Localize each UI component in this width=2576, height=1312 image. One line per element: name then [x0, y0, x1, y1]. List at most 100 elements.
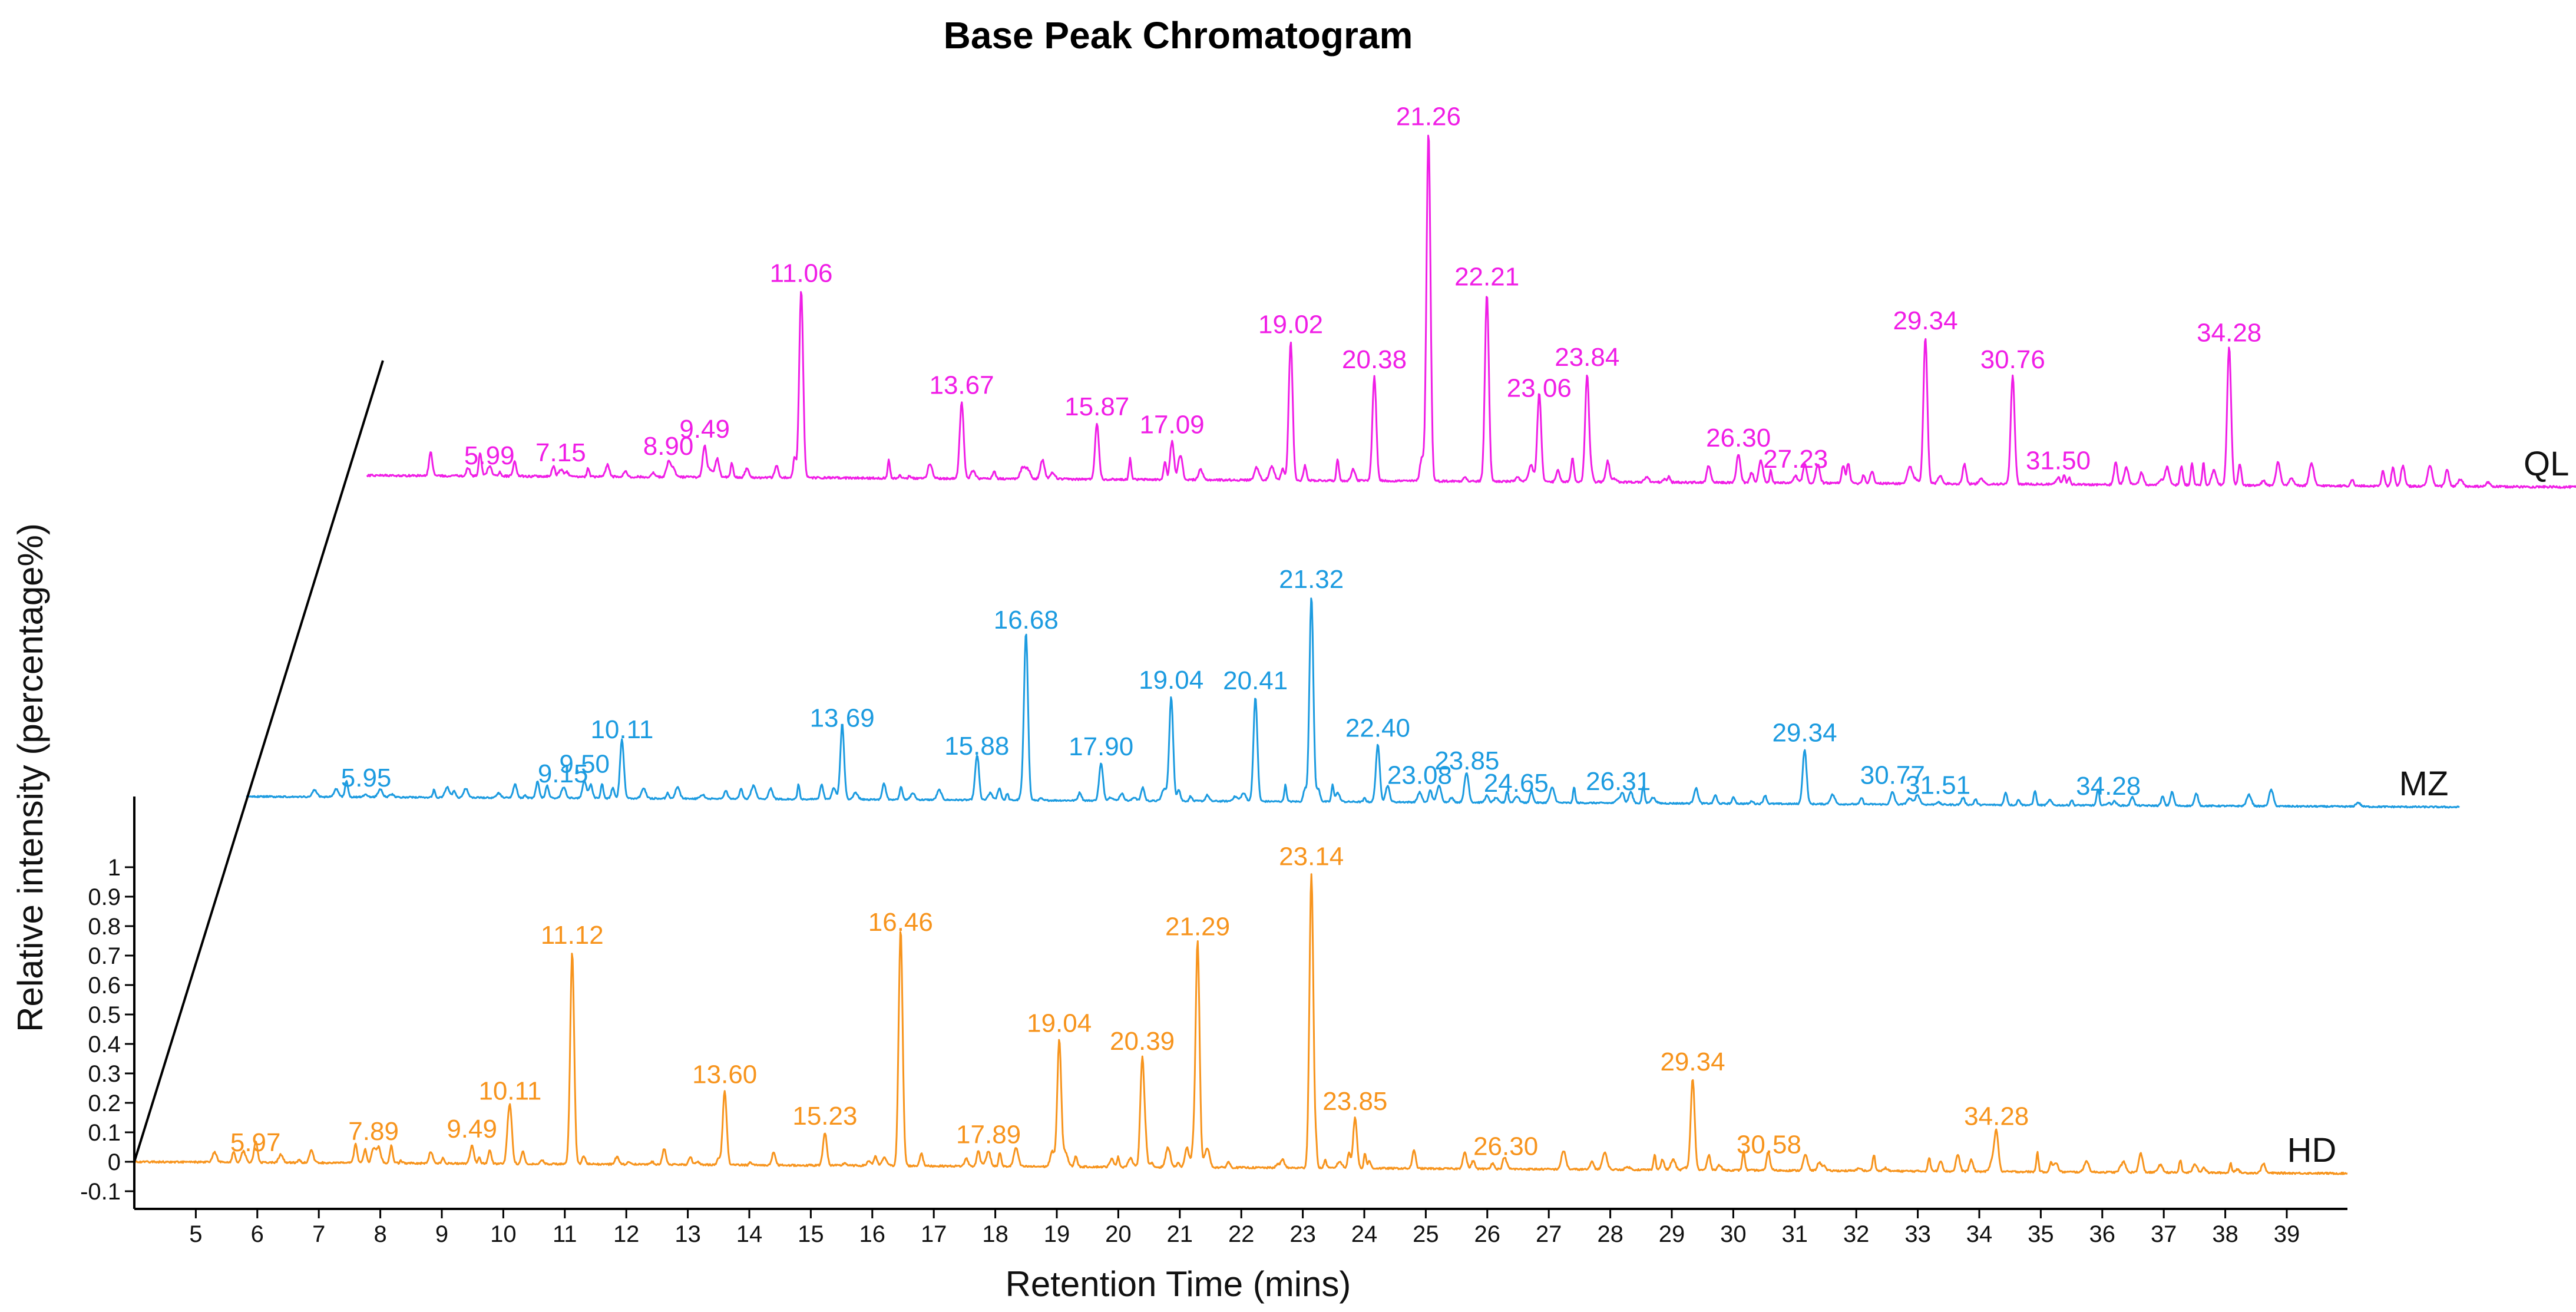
peak-label: 19.04: [1139, 666, 1203, 695]
peak-label: 17.89: [956, 1121, 1021, 1149]
peak-label: 13.69: [810, 704, 875, 733]
peak-label: 15.23: [792, 1102, 857, 1131]
x-tick-label: 28: [1597, 1221, 1623, 1247]
peak-label: 9.15: [538, 759, 588, 788]
y-axis-label: Relative intensity (percentage%): [11, 523, 50, 1032]
peak-label: 21.29: [1165, 913, 1230, 941]
x-tick-label: 24: [1351, 1221, 1378, 1247]
trace-hd: [133, 873, 2348, 1175]
x-tick-label: 19: [1044, 1221, 1070, 1247]
peak-label: 19.04: [1027, 1009, 1092, 1037]
series-names: HD MZ QL: [2287, 445, 2570, 1169]
peak-label: 9.49: [447, 1115, 497, 1144]
x-tick-label: 38: [2212, 1221, 2238, 1247]
peak-label: 31.51: [1906, 771, 1970, 800]
y-tick-label: 1: [108, 855, 121, 881]
peak-label: 19.02: [1258, 310, 1323, 339]
peak-label: 27.23: [1763, 445, 1828, 474]
peak-labels: 5.97 7.89 9.49 10.11 11.12 13.60 15.23 16.46 17.…: [230, 102, 2261, 1161]
x-tick-label: 39: [2274, 1221, 2300, 1247]
x-tick-label: 6: [251, 1221, 264, 1247]
y-tick-label: 0.2: [88, 1090, 121, 1116]
x-tick-label: 30: [1720, 1221, 1747, 1247]
x-tick-label: 36: [2089, 1221, 2116, 1247]
peak-label: 15.88: [944, 732, 1009, 761]
x-tick-label: 11: [553, 1221, 577, 1247]
peak-label: 5.97: [230, 1128, 281, 1157]
peak-label: 22.21: [1454, 262, 1519, 291]
x-tick-label: 14: [736, 1221, 763, 1247]
peak-label: 9.49: [679, 415, 730, 444]
y-tick-label: 0: [108, 1149, 121, 1175]
peak-label: 20.39: [1110, 1027, 1175, 1056]
y-tick-label: 0.5: [88, 1002, 121, 1028]
x-tick-label: 10: [490, 1221, 517, 1247]
peak-label: 30.77: [1860, 761, 1925, 789]
peak-label: 13.67: [929, 371, 994, 400]
peak-label: 24.65: [1484, 769, 1549, 798]
x-tick-label: 15: [798, 1221, 824, 1247]
series-name-ql: QL: [2524, 445, 2569, 483]
peak-label: 23.85: [1322, 1087, 1387, 1116]
series-name-hd: HD: [2287, 1131, 2337, 1169]
axes: [133, 360, 2347, 1210]
peak-label: 21.26: [1396, 102, 1461, 131]
peak-label: 23.85: [1434, 746, 1499, 775]
x-ticks: 5 6 7 8 9 10 11 12 13 14 15 16 17 18 19 20 21 22 23 24 25 26 2…: [189, 1209, 2300, 1247]
peak-label: 23.84: [1555, 343, 1619, 372]
peak-label: 26.30: [1706, 424, 1771, 452]
x-tick-label: 37: [2151, 1221, 2177, 1247]
peak-label: 9.50: [559, 749, 610, 778]
peak-label: 20.41: [1223, 666, 1288, 695]
x-tick-label: 25: [1413, 1221, 1439, 1247]
peak-label: 10.11: [478, 1076, 541, 1105]
peak-label: 17.09: [1140, 410, 1205, 439]
peak-label: 16.46: [868, 908, 933, 937]
x-tick-label: 33: [1904, 1221, 1931, 1247]
peak-label: 30.76: [1980, 345, 2045, 374]
x-tick-label: 12: [613, 1221, 640, 1247]
peak-label: 22.40: [1345, 714, 1410, 743]
x-tick-label: 5: [189, 1221, 202, 1247]
series-name-mz: MZ: [2399, 765, 2449, 803]
peak-label: 34.28: [2076, 772, 2141, 801]
x-tick-label: 32: [1843, 1221, 1870, 1247]
chart-title: Base Peak Chromatogram: [944, 14, 1413, 57]
x-tick-label: 35: [2028, 1221, 2054, 1247]
y-tick-label: 0.7: [88, 943, 121, 969]
x-axis-label: Retention Time (mins): [1006, 1264, 1351, 1304]
peak-label: 29.34: [1893, 306, 1957, 335]
peak-label: 5.99: [464, 441, 515, 470]
peak-label: 23.08: [1387, 761, 1452, 790]
x-tick-label: 26: [1474, 1221, 1501, 1247]
y-tick-label: -0.1: [80, 1179, 121, 1205]
trace-mz: [246, 597, 2460, 809]
y-tick-label: 0.6: [88, 973, 121, 999]
x-tick-label: 17: [921, 1221, 947, 1247]
x-tick-label: 13: [674, 1221, 701, 1247]
peak-label: 26.30: [1473, 1132, 1538, 1161]
peak-label: 20.38: [1342, 345, 1407, 374]
x-tick-label: 31: [1782, 1221, 1808, 1247]
peak-label: 31.50: [2026, 446, 2091, 475]
depth-axis-line: [133, 360, 384, 1162]
x-tick-label: 8: [373, 1221, 386, 1247]
peak-label: 8.90: [643, 432, 694, 461]
peak-label: 34.28: [1964, 1102, 2029, 1131]
peak-label: 30.58: [1737, 1131, 1801, 1159]
x-tick-label: 16: [859, 1221, 886, 1247]
y-tick-label: 0.9: [88, 884, 121, 910]
x-tick-label: 18: [982, 1221, 1008, 1247]
chromatogram-traces: [133, 134, 2576, 1175]
peak-label: 23.14: [1279, 842, 1344, 871]
peak-label: 15.87: [1064, 392, 1129, 421]
peak-label: 7.89: [348, 1117, 399, 1146]
y-tick-label: 0.1: [88, 1120, 121, 1146]
peak-label: 34.28: [2197, 319, 2261, 348]
y-ticks: -0.1 0 0.1 0.2 0.3 0.4 0.5 0.6 0.7 0.8 0.9 1: [80, 855, 134, 1205]
peak-label: 23.06: [1507, 374, 1572, 403]
y-tick-label: 0.8: [88, 914, 121, 940]
peak-label: 21.32: [1279, 565, 1344, 594]
peak-label: 11.06: [770, 259, 833, 287]
